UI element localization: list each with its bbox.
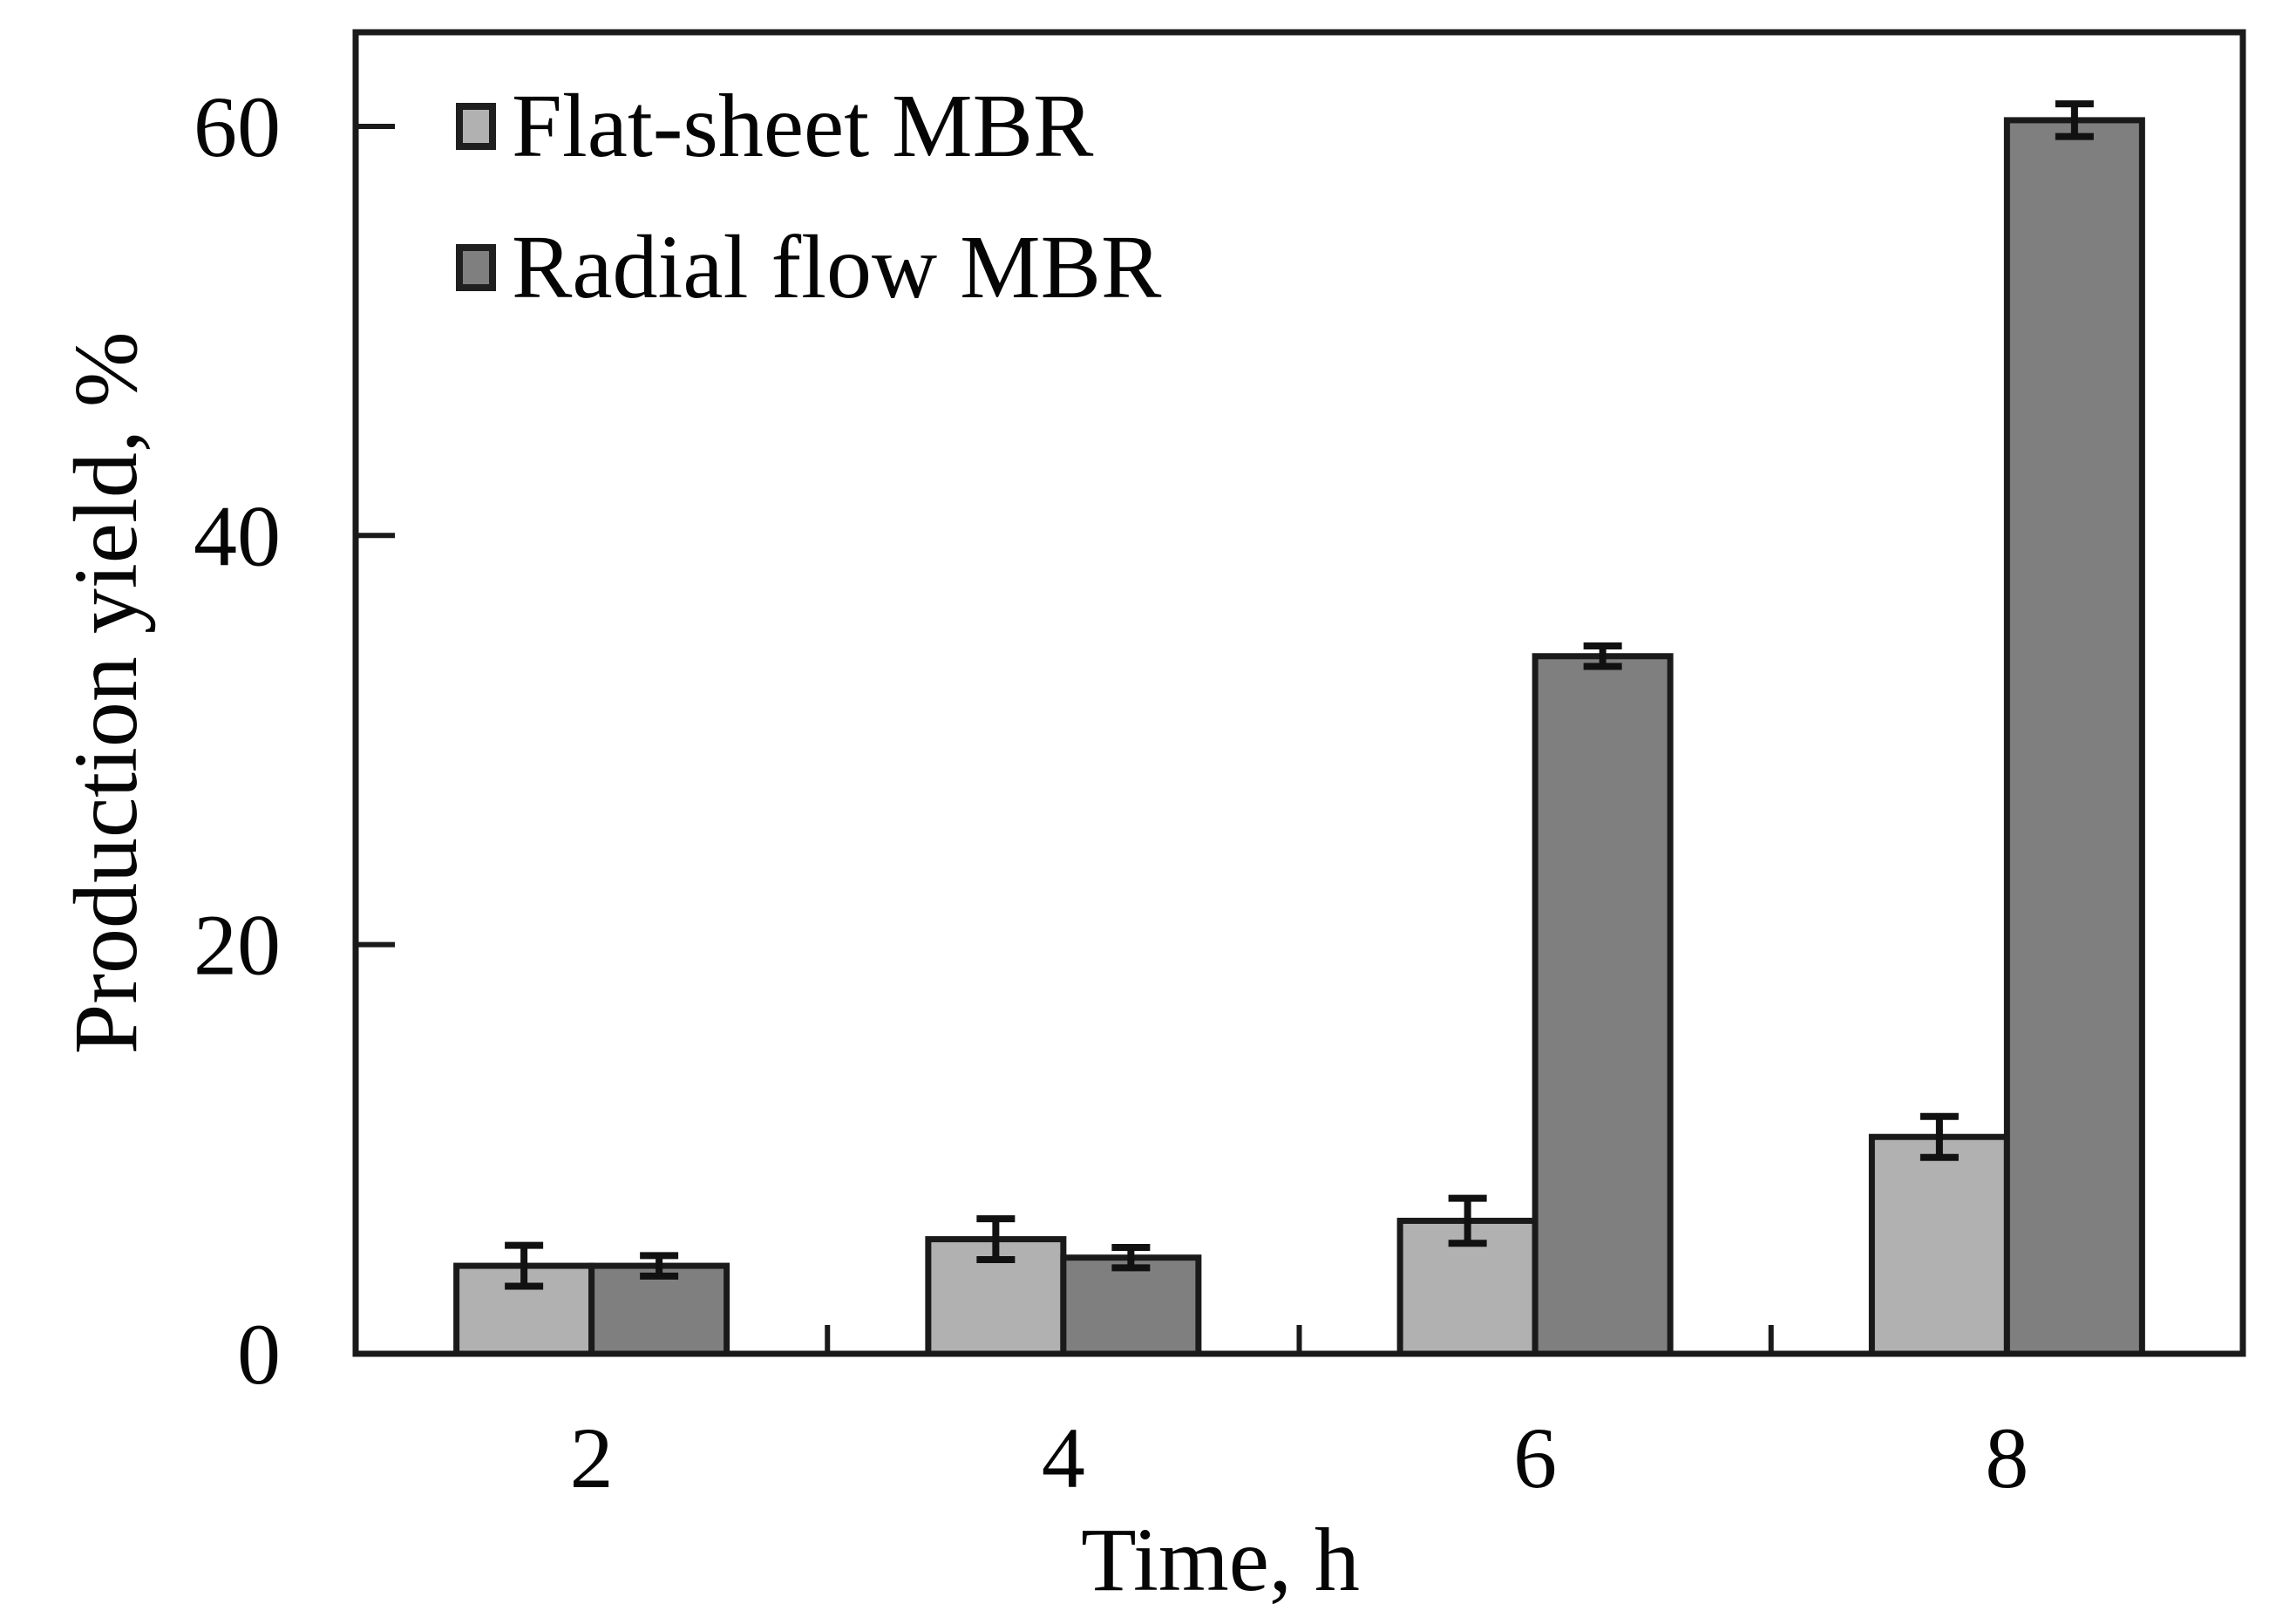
plot-border <box>352 29 2246 1357</box>
legend-swatch-icon <box>456 103 496 150</box>
legend-label: Radial flow MBR <box>512 217 1162 317</box>
y-tick-label: 60 <box>194 78 281 175</box>
bar <box>1060 1254 1202 1357</box>
bar <box>1532 653 1674 1357</box>
x-tick-label: 2 <box>570 1410 614 1506</box>
x-tick-label: 4 <box>1042 1410 1085 1506</box>
bar <box>2003 117 2145 1357</box>
y-tick-label: 40 <box>194 487 281 584</box>
x-axis-title: Time, h <box>1081 1510 1360 1610</box>
y-axis-title: Production yield, % <box>56 331 156 1055</box>
bar <box>1868 1133 2010 1357</box>
legend-label: Flat-sheet MBR <box>512 76 1094 176</box>
y-tick-label: 0 <box>237 1306 281 1403</box>
legend: Flat-sheet MBR Radial flow MBR <box>456 56 1161 338</box>
legend-swatch-icon <box>456 244 496 291</box>
x-tick-label: 8 <box>1985 1410 2028 1506</box>
legend-row: Radial flow MBR <box>456 197 1161 338</box>
legend-row: Flat-sheet MBR <box>456 56 1161 197</box>
y-tick-label: 20 <box>194 897 281 994</box>
x-tick-label: 6 <box>1513 1410 1557 1506</box>
